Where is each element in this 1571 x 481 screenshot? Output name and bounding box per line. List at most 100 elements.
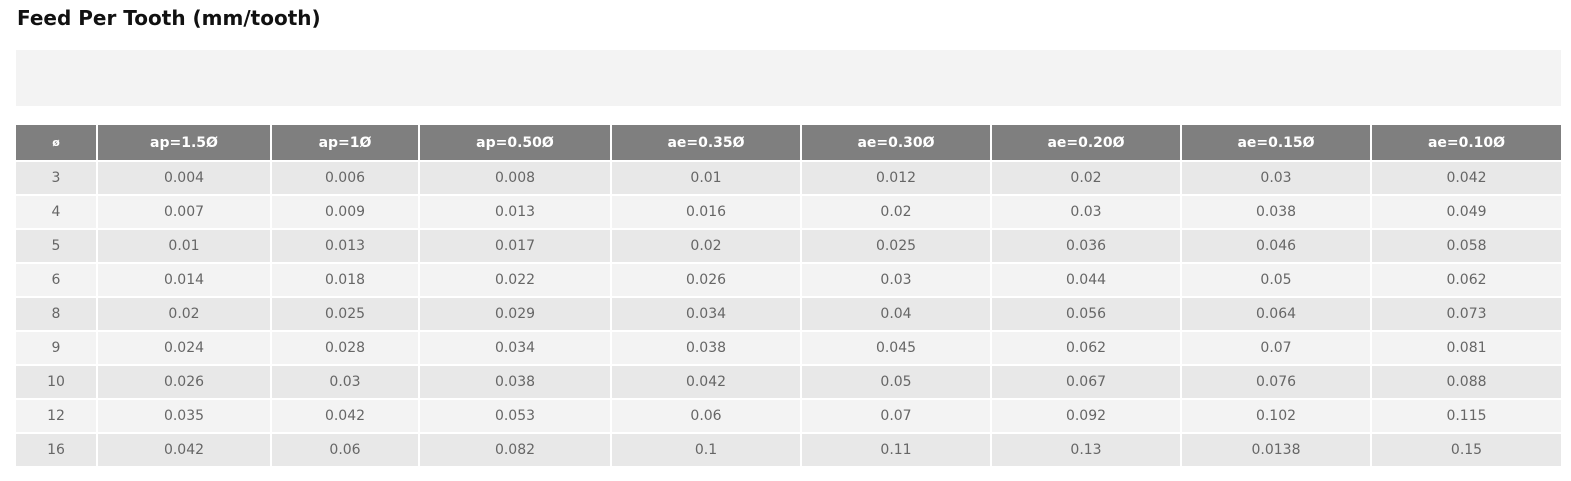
feed-cell: 0.007 bbox=[97, 194, 272, 229]
header-diameter: ø bbox=[16, 125, 98, 161]
table-row: 6 0.014 0.018 0.022 0.026 0.03 0.044 0.05 0.062 bbox=[16, 262, 1561, 297]
feed-cell: 0.018 bbox=[271, 262, 420, 297]
feed-cell: 0.03 bbox=[271, 364, 420, 399]
feed-cell: 0.004 bbox=[97, 160, 272, 195]
feed-cell: 0.0138 bbox=[1181, 432, 1372, 466]
table-row: 8 0.02 0.025 0.029 0.034 0.04 0.056 0.064 0.073 bbox=[16, 296, 1561, 331]
feed-cell: 0.025 bbox=[801, 228, 992, 263]
header-column: ae=0.30Ø bbox=[801, 125, 992, 161]
feed-cell: 0.102 bbox=[1181, 398, 1372, 433]
feed-cell: 0.058 bbox=[1371, 228, 1561, 263]
feed-cell: 0.02 bbox=[97, 296, 272, 331]
feed-cell: 0.081 bbox=[1371, 330, 1561, 365]
table-row: 16 0.042 0.06 0.082 0.1 0.11 0.13 0.0138 0.15 bbox=[16, 432, 1561, 466]
diameter-cell: 10 bbox=[16, 364, 98, 399]
feed-cell: 0.042 bbox=[1371, 160, 1561, 195]
feed-cell: 0.026 bbox=[97, 364, 272, 399]
feed-cell: 0.088 bbox=[1371, 364, 1561, 399]
feed-cell: 0.11 bbox=[801, 432, 992, 466]
header-column: ae=0.35Ø bbox=[611, 125, 802, 161]
feed-cell: 0.115 bbox=[1371, 398, 1561, 433]
feed-cell: 0.04 bbox=[801, 296, 992, 331]
feed-cell: 0.038 bbox=[1181, 194, 1372, 229]
feed-cell: 0.042 bbox=[97, 432, 272, 466]
feed-cell: 0.036 bbox=[991, 228, 1182, 263]
feed-cell: 0.035 bbox=[97, 398, 272, 433]
feed-cell: 0.038 bbox=[611, 330, 802, 365]
feed-cell: 0.029 bbox=[419, 296, 612, 331]
feed-table: ø ap=1.5Ø ap=1Ø ap=0.50Ø ae=0.35Ø ae=0.30Ø ae=… bbox=[16, 125, 1561, 466]
feed-cell: 0.014 bbox=[97, 262, 272, 297]
feed-cell: 0.03 bbox=[1181, 160, 1372, 195]
diameter-cell: 8 bbox=[16, 296, 98, 331]
diameter-cell: 12 bbox=[16, 398, 98, 433]
diameter-cell: 6 bbox=[16, 262, 98, 297]
feed-cell: 0.013 bbox=[419, 194, 612, 229]
header-column: ap=1Ø bbox=[271, 125, 420, 161]
feed-cell: 0.02 bbox=[611, 228, 802, 263]
diameter-cell: 3 bbox=[16, 160, 98, 195]
feed-cell: 0.022 bbox=[419, 262, 612, 297]
feed-cell: 0.042 bbox=[271, 398, 420, 433]
feed-cell: 0.06 bbox=[271, 432, 420, 466]
feed-cell: 0.05 bbox=[1181, 262, 1372, 297]
feed-cell: 0.076 bbox=[1181, 364, 1372, 399]
feed-cell: 0.05 bbox=[801, 364, 992, 399]
header-column: ap=0.50Ø bbox=[419, 125, 612, 161]
feed-cell: 0.025 bbox=[271, 296, 420, 331]
feed-cell: 0.03 bbox=[991, 194, 1182, 229]
diameter-cell: 16 bbox=[16, 432, 98, 466]
feed-cell: 0.13 bbox=[991, 432, 1182, 466]
feed-cell: 0.034 bbox=[611, 296, 802, 331]
feed-cell: 0.053 bbox=[419, 398, 612, 433]
feed-cell: 0.049 bbox=[1371, 194, 1561, 229]
feed-cell: 0.006 bbox=[271, 160, 420, 195]
banner-placeholder bbox=[16, 50, 1561, 106]
feed-cell: 0.034 bbox=[419, 330, 612, 365]
feed-cell: 0.028 bbox=[271, 330, 420, 365]
diameter-cell: 4 bbox=[16, 194, 98, 229]
table-header-row: ø ap=1.5Ø ap=1Ø ap=0.50Ø ae=0.35Ø ae=0.30Ø ae=… bbox=[16, 125, 1561, 161]
table-row: 3 0.004 0.006 0.008 0.01 0.012 0.02 0.03 0.042 bbox=[16, 160, 1561, 195]
feed-cell: 0.064 bbox=[1181, 296, 1372, 331]
feed-cell: 0.009 bbox=[271, 194, 420, 229]
feed-cell: 0.046 bbox=[1181, 228, 1372, 263]
feed-cell: 0.01 bbox=[611, 160, 802, 195]
feed-cell: 0.042 bbox=[611, 364, 802, 399]
feed-cell: 0.044 bbox=[991, 262, 1182, 297]
header-column: ap=1.5Ø bbox=[97, 125, 272, 161]
header-column: ae=0.10Ø bbox=[1371, 125, 1561, 161]
table-row: 12 0.035 0.042 0.053 0.06 0.07 0.092 0.102 0.115 bbox=[16, 398, 1561, 433]
feed-cell: 0.07 bbox=[1181, 330, 1372, 365]
feed-cell: 0.1 bbox=[611, 432, 802, 466]
feed-cell: 0.03 bbox=[801, 262, 992, 297]
feed-cell: 0.016 bbox=[611, 194, 802, 229]
feed-cell: 0.062 bbox=[991, 330, 1182, 365]
feed-cell: 0.038 bbox=[419, 364, 612, 399]
feed-cell: 0.07 bbox=[801, 398, 992, 433]
diameter-cell: 9 bbox=[16, 330, 98, 365]
feed-cell: 0.056 bbox=[991, 296, 1182, 331]
feed-cell: 0.02 bbox=[991, 160, 1182, 195]
table-row: 9 0.024 0.028 0.034 0.038 0.045 0.062 0.07 0.081 bbox=[16, 330, 1561, 365]
feed-cell: 0.017 bbox=[419, 228, 612, 263]
header-column: ae=0.15Ø bbox=[1181, 125, 1372, 161]
feed-cell: 0.062 bbox=[1371, 262, 1561, 297]
feed-cell: 0.013 bbox=[271, 228, 420, 263]
feed-cell: 0.008 bbox=[419, 160, 612, 195]
feed-cell: 0.024 bbox=[97, 330, 272, 365]
feed-cell: 0.026 bbox=[611, 262, 802, 297]
table-row: 4 0.007 0.009 0.013 0.016 0.02 0.03 0.038 0.049 bbox=[16, 194, 1561, 229]
table-row: 10 0.026 0.03 0.038 0.042 0.05 0.067 0.076 0.088 bbox=[16, 364, 1561, 399]
page-title: Feed Per Tooth (mm/tooth) bbox=[17, 6, 321, 30]
feed-cell: 0.01 bbox=[97, 228, 272, 263]
header-column: ae=0.20Ø bbox=[991, 125, 1182, 161]
feed-cell: 0.15 bbox=[1371, 432, 1561, 466]
feed-cell: 0.073 bbox=[1371, 296, 1561, 331]
diameter-cell: 5 bbox=[16, 228, 98, 263]
feed-cell: 0.02 bbox=[801, 194, 992, 229]
feed-cell: 0.092 bbox=[991, 398, 1182, 433]
feed-cell: 0.06 bbox=[611, 398, 802, 433]
table-row: 5 0.01 0.013 0.017 0.02 0.025 0.036 0.046 0.058 bbox=[16, 228, 1561, 263]
feed-cell: 0.045 bbox=[801, 330, 992, 365]
